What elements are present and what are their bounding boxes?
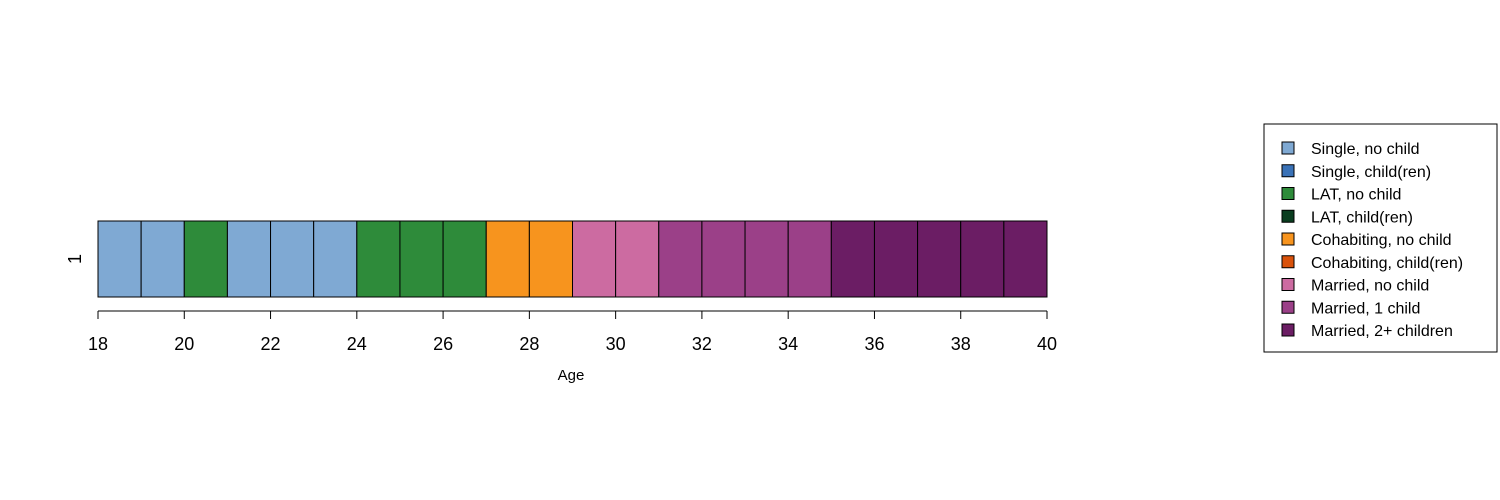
- sequence-cell-38: [960, 220, 1005, 298]
- sequence-cell-28: [528, 220, 574, 298]
- sequence-cell-22: [270, 220, 315, 298]
- legend-swatch-4: [1281, 232, 1295, 246]
- legend-label-4: Cohabiting, no child: [1311, 232, 1452, 249]
- legend-label-3: LAT, child(ren): [1311, 209, 1413, 226]
- legend-swatch-5: [1281, 255, 1295, 269]
- x-tick-label-34: 34: [778, 334, 798, 354]
- sequence-cell-18: [97, 220, 142, 298]
- sequence-cell-31: [658, 220, 703, 298]
- legend-swatch-2: [1281, 187, 1295, 200]
- sequence-cell-23: [313, 220, 358, 298]
- sequence-cell-21: [226, 220, 272, 298]
- sequence-cell-26: [442, 220, 487, 298]
- x-tick-label-20: 20: [174, 334, 194, 354]
- sequence-cell-24: [356, 220, 401, 298]
- sequence-cell-32: [701, 220, 746, 298]
- sequence-label: 1: [65, 254, 85, 264]
- legend: Single, no child Single, child(ren) LAT, n…: [1263, 123, 1498, 353]
- x-tick-label-38: 38: [951, 334, 971, 354]
- legend-label-7: Married, 1 child: [1311, 300, 1420, 317]
- legend-swatch-1: [1281, 164, 1295, 178]
- sequence-cell-25: [399, 220, 444, 298]
- legend-label-6: Married, no child: [1311, 278, 1429, 295]
- sequence-cell-35: [830, 220, 875, 298]
- sequence-cell-30: [615, 220, 660, 298]
- x-tick-label-24: 24: [347, 334, 367, 354]
- sequence-cell-27: [485, 220, 530, 298]
- sequence-cell-33: [744, 220, 789, 298]
- x-tick-label-22: 22: [261, 334, 281, 354]
- legend-label-8: Married, 2+ children: [1311, 323, 1453, 340]
- legend-swatch-8: [1281, 323, 1295, 337]
- x-tick-label-26: 26: [433, 334, 453, 354]
- x-axis: 18 20 22 24 26 28 30 32 34 36 38 40: [88, 310, 1057, 354]
- sequence-bars: [97, 220, 1048, 298]
- sequence-cell-36: [873, 220, 919, 298]
- x-tick-label-28: 28: [519, 334, 539, 354]
- sequence-cell-39: [1003, 220, 1048, 298]
- legend-label-0: Single, no child: [1311, 141, 1420, 158]
- x-tick-label-30: 30: [606, 334, 626, 354]
- legend-label-2: LAT, no child: [1311, 187, 1401, 204]
- sequence-cell-37: [917, 220, 962, 298]
- legend-label-1: Single, child(ren): [1311, 164, 1431, 181]
- x-tick-label-18: 18: [88, 334, 108, 354]
- legend-box: [1263, 123, 1498, 353]
- sequence-cell-20: [183, 220, 228, 298]
- x-tick-label-36: 36: [864, 334, 884, 354]
- x-axis-label: Age: [558, 367, 585, 384]
- sequence-cell-34: [787, 220, 832, 298]
- sequence-cell-29: [572, 220, 617, 298]
- x-tick-label-32: 32: [692, 334, 712, 354]
- legend-swatch-6: [1281, 278, 1295, 291]
- legend-label-5: Cohabiting, child(ren): [1311, 255, 1463, 272]
- legend-swatch-7: [1281, 300, 1295, 314]
- legend-swatch-3: [1281, 209, 1295, 223]
- legend-swatch-0: [1281, 141, 1295, 155]
- x-tick-label-40: 40: [1037, 334, 1057, 354]
- sequence-cell-19: [140, 220, 185, 298]
